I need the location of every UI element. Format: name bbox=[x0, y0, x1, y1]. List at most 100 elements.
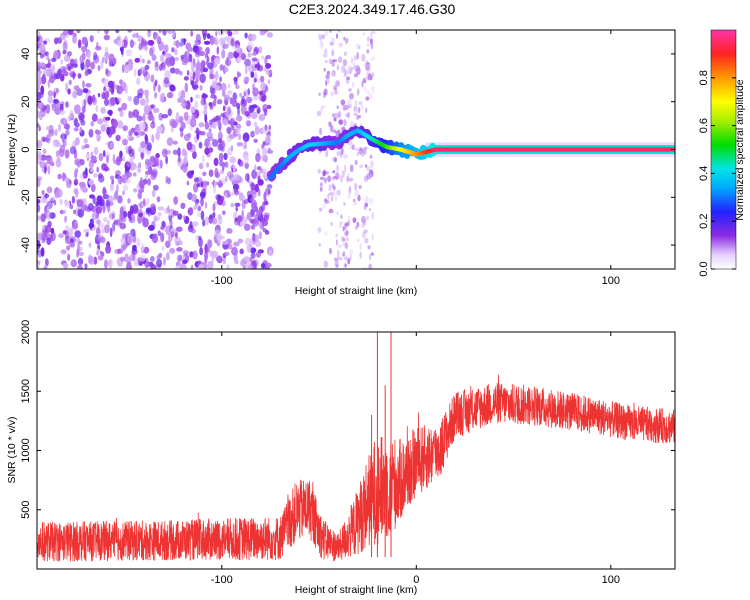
spectrogram-cell bbox=[204, 254, 208, 264]
spectrogram-cell bbox=[319, 207, 323, 212]
spectrogram-cell bbox=[145, 97, 149, 105]
spectrogram-cell bbox=[77, 39, 82, 49]
spectrogram-cell bbox=[234, 202, 241, 207]
spectrogram-cell bbox=[234, 259, 239, 265]
spectrogram-cell bbox=[206, 33, 211, 39]
spectrogram-cell bbox=[247, 41, 254, 52]
spectrogram-cell bbox=[245, 96, 253, 104]
spectrogram-cell bbox=[218, 235, 226, 240]
spectrogram-cell bbox=[192, 205, 197, 210]
spectrogram-cell bbox=[200, 210, 205, 221]
spectrogram-cell bbox=[37, 214, 41, 222]
spectrogram-cell bbox=[109, 142, 114, 149]
spectrogram-cell bbox=[237, 158, 242, 165]
spectrogram-cell bbox=[364, 86, 367, 93]
spectrogram-cell bbox=[218, 130, 222, 140]
spectrogram-cell bbox=[60, 117, 68, 126]
spectrogram-cell bbox=[324, 178, 327, 184]
spectrogram-cell bbox=[176, 247, 183, 252]
spectrogram-cell bbox=[175, 232, 178, 239]
spectrogram-cell bbox=[365, 215, 370, 221]
spectrogram-y-tick-label: -40 bbox=[20, 237, 32, 253]
spectrogram-cell bbox=[365, 165, 371, 171]
spectrogram-cell bbox=[343, 119, 347, 127]
spectrogram-cell bbox=[320, 40, 323, 47]
spectrogram-cell bbox=[342, 153, 348, 160]
spectrogram-cell bbox=[352, 198, 356, 202]
spectrogram-cell bbox=[262, 172, 268, 179]
spectrogram-cell bbox=[328, 184, 332, 192]
spectrogram-cell bbox=[252, 51, 257, 56]
spectrogram-cell bbox=[150, 104, 155, 109]
spectrogram-cell bbox=[59, 198, 63, 205]
spectrogram-cell bbox=[350, 57, 354, 64]
spectrogram-cell bbox=[211, 79, 216, 89]
spectrogram-cell bbox=[178, 41, 184, 47]
spectrogram-cell bbox=[197, 76, 200, 83]
spectrogram-cell bbox=[337, 244, 343, 249]
spectrogram-cell bbox=[144, 174, 149, 179]
snr-y-tick-label: 500 bbox=[20, 501, 32, 519]
spectrogram-cell bbox=[241, 209, 244, 219]
spectrogram-cell bbox=[59, 73, 65, 82]
spectrogram-cell bbox=[58, 233, 64, 239]
spectrogram-cell bbox=[232, 92, 238, 101]
spectrogram-cell bbox=[68, 79, 72, 86]
spectrogram-cell bbox=[319, 127, 323, 136]
spectrogram-cell bbox=[331, 195, 334, 202]
spectrogram-cell bbox=[82, 88, 89, 94]
spectrogram-cell bbox=[77, 251, 85, 256]
spectrogram-cell bbox=[170, 67, 176, 74]
spectrogram-cell bbox=[370, 56, 376, 62]
spectrogram-cell bbox=[369, 154, 373, 159]
spectrogram-cell bbox=[208, 102, 213, 107]
spectrogram-cell bbox=[127, 95, 133, 102]
spectrogram-cell bbox=[265, 134, 271, 144]
snr-x-axis-label: Height of straight line (km) bbox=[295, 584, 418, 596]
chart-title: C2E3.2024.349.17.46.G30 bbox=[289, 1, 456, 17]
spectrogram-y-tick-label: 40 bbox=[20, 48, 32, 60]
spectrogram-cell bbox=[244, 64, 248, 75]
spectrogram-cell bbox=[254, 164, 257, 173]
spectrogram-cell bbox=[345, 235, 348, 239]
spectrogram-cell bbox=[64, 230, 70, 241]
spectrogram-cell bbox=[345, 229, 349, 236]
spectrogram-cell bbox=[354, 108, 359, 115]
spectrogram-cell bbox=[93, 256, 98, 265]
spectrogram-cell bbox=[368, 173, 373, 180]
spectrogram-cell bbox=[130, 228, 136, 237]
spectrogram-cell bbox=[64, 149, 70, 159]
spectrogram-cell bbox=[204, 147, 210, 155]
spectrogram-cell bbox=[262, 103, 268, 113]
spectrogram-cell bbox=[62, 172, 67, 179]
spectrogram-cell bbox=[250, 111, 258, 120]
spectrogram-cell bbox=[90, 183, 96, 193]
spectrogram-cell bbox=[158, 112, 164, 121]
spectrogram-cell bbox=[328, 121, 332, 127]
spectrogram-cell bbox=[120, 243, 128, 250]
spectrogram-cell bbox=[91, 113, 98, 122]
spectrogram-cell bbox=[338, 256, 343, 261]
spectrogram-cell bbox=[120, 237, 126, 244]
spectrogram-cell bbox=[89, 35, 94, 43]
spectrogram-cell bbox=[127, 30, 133, 33]
spectrogram-cell bbox=[72, 35, 77, 44]
spectrogram-cell bbox=[190, 264, 194, 269]
spectrogram-cell bbox=[205, 47, 211, 55]
spectrogram-cell bbox=[368, 169, 373, 174]
spectrogram-cell bbox=[216, 120, 220, 127]
spectrogram-cell bbox=[151, 189, 156, 198]
spectrogram-cell bbox=[63, 54, 71, 63]
spectrogram-cell bbox=[170, 231, 175, 238]
spectrogram-cell bbox=[258, 90, 263, 96]
spectrogram-cell bbox=[234, 190, 240, 196]
spectrogram-cell bbox=[253, 121, 258, 128]
spectrogram-cell bbox=[257, 179, 264, 186]
spectrogram-cell bbox=[344, 256, 349, 261]
spectrogram-cell bbox=[88, 179, 94, 186]
spectrogram-cell bbox=[202, 154, 205, 163]
spectrogram-cell bbox=[55, 188, 63, 198]
spectrogram-cell bbox=[44, 225, 52, 233]
spectrogram-cell bbox=[142, 112, 146, 123]
spectrogram-cell bbox=[74, 230, 81, 238]
